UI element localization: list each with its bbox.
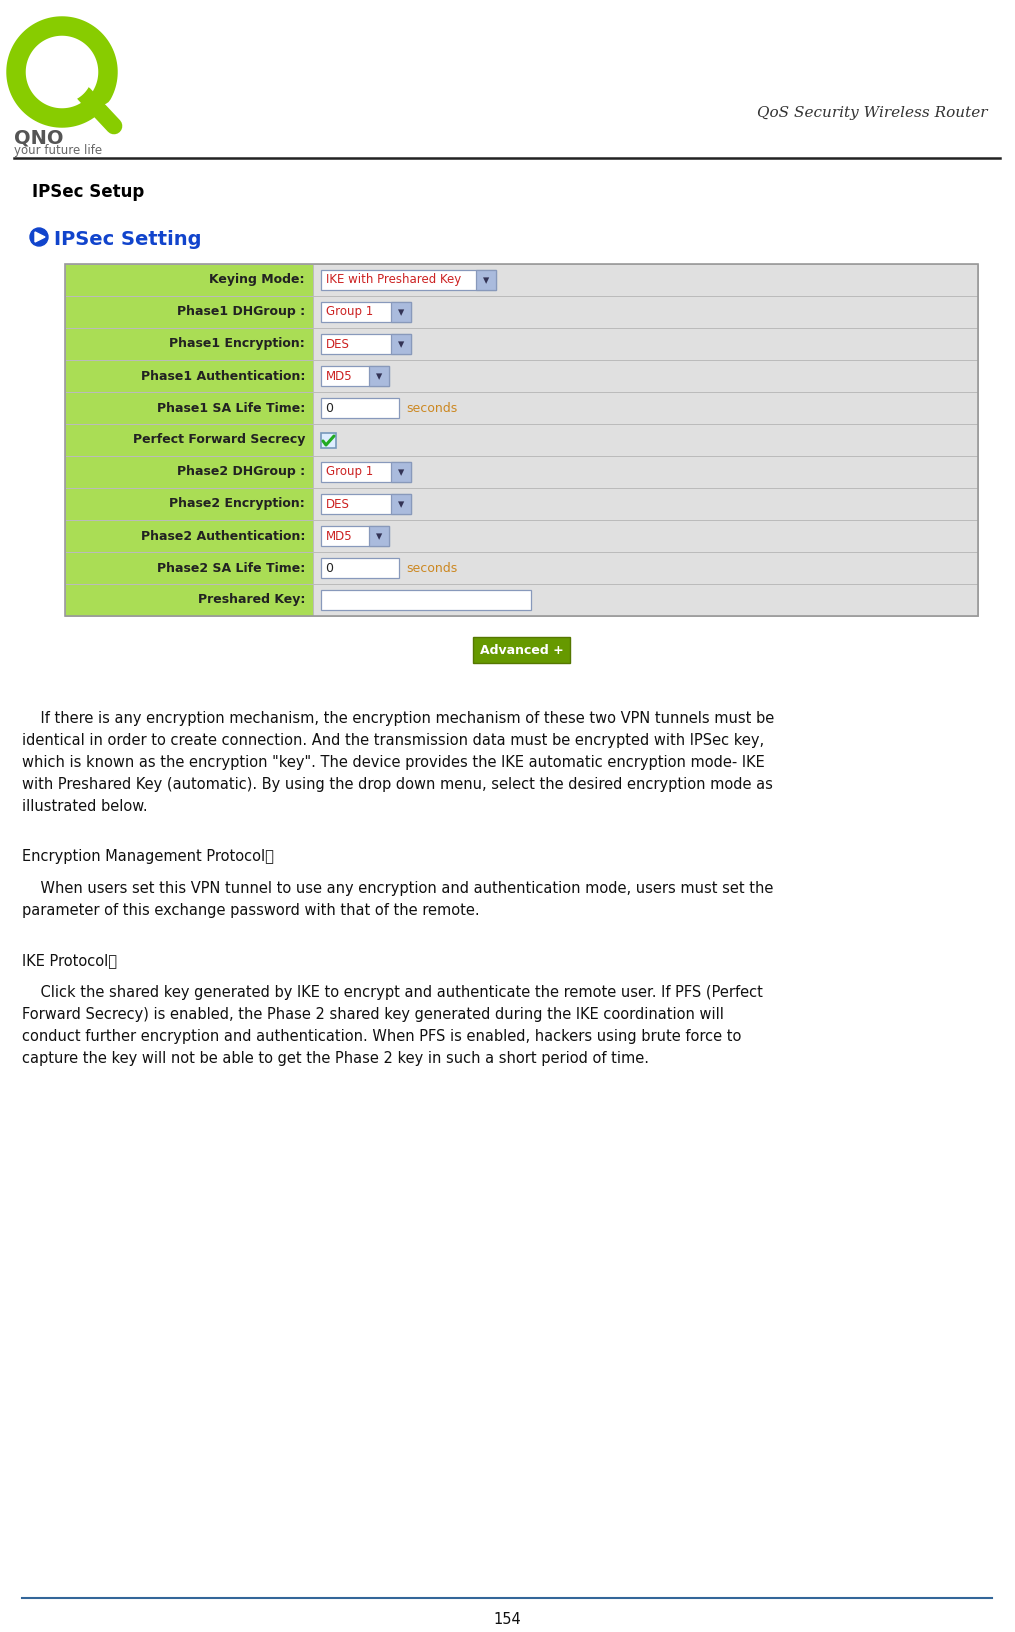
Text: Phase1 Encryption:: Phase1 Encryption: [170,338,304,351]
Text: DES: DES [326,498,350,511]
Text: ▾: ▾ [376,530,382,543]
Text: which is known as the encryption "key". The device provides the IKE automatic en: which is known as the encryption "key". … [22,756,764,770]
Text: Phase2 Encryption:: Phase2 Encryption: [170,498,304,511]
Text: Group 1: Group 1 [326,305,374,318]
Text: Phase2 SA Life Time:: Phase2 SA Life Time: [156,561,304,574]
Text: seconds: seconds [406,401,457,415]
Text: with Preshared Key (automatic). By using the drop down menu, select the desired : with Preshared Key (automatic). By using… [22,777,772,792]
Text: seconds: seconds [406,561,457,574]
Bar [321,269,496,290]
Bar [313,424,978,455]
Text: Keying Mode:: Keying Mode: [209,274,304,287]
Bar [313,361,978,392]
Bar [313,295,978,328]
Bar [65,361,313,392]
Polygon shape [35,232,45,242]
Text: Forward Secrecy) is enabled, the Phase 2 shared key generated during the IKE coo: Forward Secrecy) is enabled, the Phase 2… [22,1007,724,1022]
Text: ▾: ▾ [398,307,404,320]
Bar [321,335,411,354]
Text: Group 1: Group 1 [326,465,374,478]
Bar [65,584,313,615]
Bar [313,392,978,424]
Bar [321,462,411,481]
Text: Preshared Key:: Preshared Key: [198,594,304,607]
Text: QNO: QNO [14,127,64,147]
Bar [321,398,399,418]
Bar [65,521,313,552]
Bar [321,494,411,514]
Text: ▾: ▾ [398,498,404,511]
Bar [369,526,389,547]
Text: When users set this VPN tunnel to use any encryption and authentication mode, us: When users set this VPN tunnel to use an… [22,881,773,896]
Bar [65,424,313,455]
Text: illustrated below.: illustrated below. [22,800,147,814]
Text: DES: DES [326,338,350,351]
Bar [391,462,411,481]
Bar [321,366,389,387]
Text: If there is any encryption mechanism, the encryption mechanism of these two VPN : If there is any encryption mechanism, th… [22,712,774,726]
Bar [65,328,313,361]
Text: QoS Security Wireless Router: QoS Security Wireless Router [757,106,988,121]
Text: your future life: your future life [14,144,103,157]
Bar [313,521,978,552]
Text: capture the key will not be able to get the Phase 2 key in such a short period o: capture the key will not be able to get … [22,1051,649,1066]
Bar [321,526,389,547]
Bar [65,392,313,424]
Text: ▾: ▾ [376,370,382,384]
Text: Phase1 DHGroup :: Phase1 DHGroup : [177,305,304,318]
Bar [65,264,313,295]
Bar [65,552,313,584]
Circle shape [30,228,48,246]
Text: IKE with Preshared Key: IKE with Preshared Key [326,274,461,287]
Text: Perfect Forward Secrecy: Perfect Forward Secrecy [133,434,304,447]
Text: parameter of this exchange password with that of the remote.: parameter of this exchange password with… [22,902,480,917]
Text: IPSec Setup: IPSec Setup [32,183,144,201]
Bar [313,328,978,361]
Bar [391,335,411,354]
Text: conduct further encryption and authentication. When PFS is enabled, hackers usin: conduct further encryption and authentic… [22,1030,741,1044]
Text: Encryption Management Protocol：: Encryption Management Protocol： [22,849,274,863]
Text: 0: 0 [325,401,333,415]
Polygon shape [32,42,92,101]
Text: MD5: MD5 [326,529,352,542]
Bar [391,302,411,322]
Text: Phase1 SA Life Time:: Phase1 SA Life Time: [156,401,304,415]
Bar [321,302,411,322]
Bar [369,366,389,387]
Text: ▾: ▾ [398,338,404,351]
Bar [313,488,978,521]
Bar [321,432,336,447]
Text: ▾: ▾ [398,467,404,480]
Text: Phase1 Authentication:: Phase1 Authentication: [141,369,304,382]
Bar [65,488,313,521]
Text: identical in order to create connection. And the transmission data must be encry: identical in order to create connection.… [22,733,764,747]
Text: Phase2 DHGroup :: Phase2 DHGroup : [177,465,304,478]
Text: Phase2 Authentication:: Phase2 Authentication: [141,529,304,542]
Bar [313,584,978,615]
Bar [65,264,978,615]
Text: MD5: MD5 [326,369,352,382]
Text: 0: 0 [325,561,333,574]
Bar [321,591,531,610]
Text: 154: 154 [493,1612,521,1627]
Bar [65,455,313,488]
Text: Click the shared key generated by IKE to encrypt and authenticate the remote use: Click the shared key generated by IKE to… [22,986,763,1000]
Bar [313,455,978,488]
Bar [65,295,313,328]
Text: IKE Protocol：: IKE Protocol： [22,953,117,968]
Bar [476,269,496,290]
Text: ▾: ▾ [483,274,489,287]
Bar [313,552,978,584]
Bar [313,264,978,295]
Bar [391,494,411,514]
Text: IPSec Setting: IPSec Setting [54,230,202,250]
FancyBboxPatch shape [473,636,570,663]
Text: Advanced +: Advanced + [480,643,563,656]
Bar [321,558,399,578]
